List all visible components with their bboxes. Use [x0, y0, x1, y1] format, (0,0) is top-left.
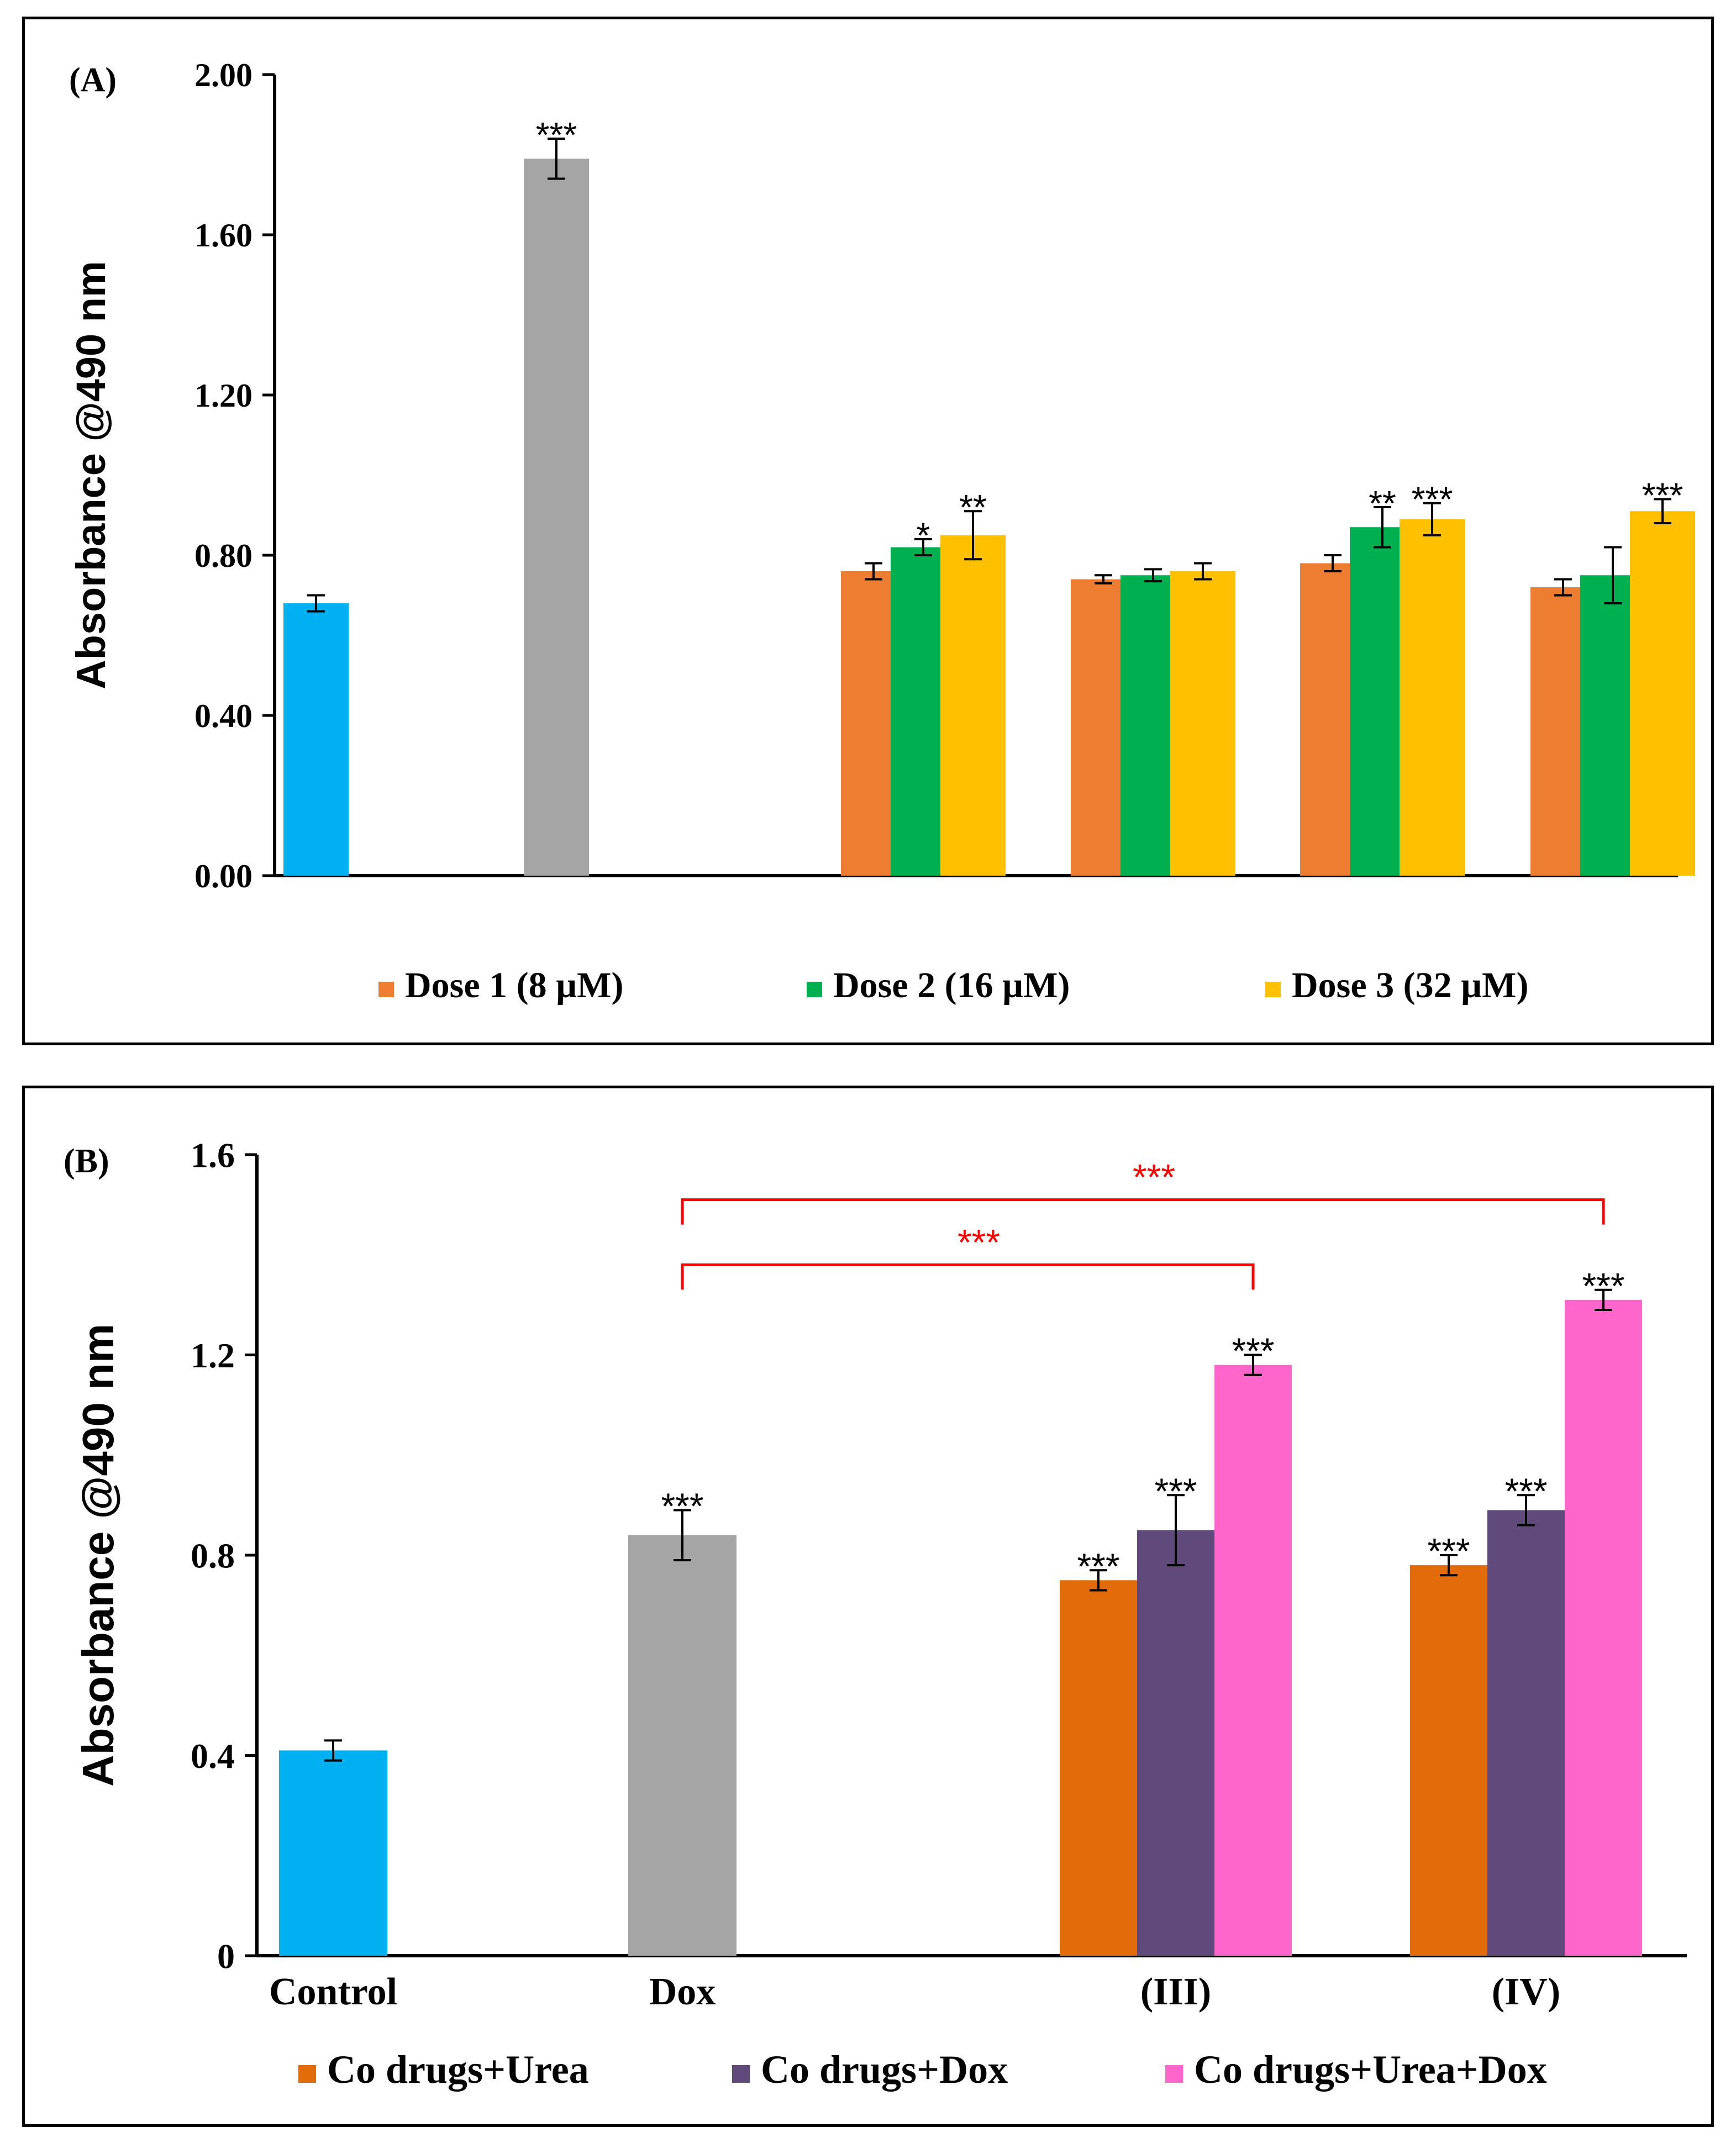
b-significance-label: ***: [1077, 1546, 1119, 1587]
b-legend-label: Co drugs+Urea: [327, 2047, 589, 2092]
b-bar: [1410, 1565, 1487, 1956]
b-significance-bracket: [681, 1263, 1255, 1290]
b-legend-label: Co drugs+Dox: [761, 2047, 1008, 2092]
b-significance-label: ***: [1427, 1531, 1470, 1572]
b-category-label: Control: [269, 1971, 397, 2013]
a-legend-swatch: [378, 982, 394, 997]
b-bar: [279, 1750, 387, 1956]
b-significance-bracket: [681, 1198, 1605, 1225]
a-y-tick-label: 2.00: [194, 57, 252, 93]
panel-a: (A) Absorbance @490 nm 0.00 0.40 0.80 1.20 1.6…: [22, 17, 1714, 1045]
a-legend-label: Dose 3 (32 µM): [1292, 965, 1528, 1005]
a-bar: [1630, 511, 1695, 876]
a-legend-swatch: [807, 982, 822, 997]
a-legend-label: Dose 1 (8 µM): [405, 965, 623, 1005]
a-y-tick-label: 0.40: [194, 698, 252, 734]
b-bracket-significance-label: ***: [958, 1221, 1000, 1262]
b-y-tick-label: 1.2: [191, 1336, 235, 1375]
a-significance-label: ***: [1412, 480, 1453, 519]
a-y-tick-label: 1.20: [194, 377, 252, 414]
a-significance-label: ***: [536, 115, 577, 155]
chart-b-svg: (B) Absorbance @490 nm 0 0.4 0.8 1.2 1.6 Contro…: [64, 1135, 1687, 2092]
a-significance-label: ***: [1642, 475, 1684, 515]
a-significance-label: *: [917, 515, 930, 555]
b-significance-label: ***: [1154, 1471, 1197, 1512]
a-bar: [1170, 571, 1235, 876]
panel-b: (B) Absorbance @490 nm 0 0.4 0.8 1.2 1.6 Contro…: [22, 1086, 1714, 2127]
b-y-tick-label: 0: [217, 1936, 235, 1976]
b-legend-swatch: [298, 2065, 316, 2083]
b-significance-label: ***: [661, 1486, 703, 1526]
a-y-tick-label: 0.00: [194, 858, 252, 894]
a-y-axis-label: Absorbance @490 nm: [68, 261, 114, 689]
a-significance-label: **: [1369, 483, 1396, 523]
b-bracket-significance-label: ***: [1133, 1157, 1175, 1198]
b-category-label: Dox: [649, 1971, 716, 2013]
b-significance-label: ***: [1232, 1330, 1274, 1371]
b-bar: [1137, 1530, 1214, 1956]
b-y-axis-label: Absorbance @490 nm: [73, 1324, 123, 1787]
a-bar: [1400, 519, 1465, 876]
b-y-tick-label: 0.8: [191, 1536, 235, 1575]
b-bar: [1487, 1510, 1565, 1956]
a-bar: [940, 535, 1006, 876]
b-legend-swatch: [732, 2065, 750, 2083]
a-significance-label: **: [959, 487, 987, 527]
chart-a-svg: (A) Absorbance @490 nm 0.00 0.40 0.80 1.20 1.6…: [68, 57, 1695, 1005]
b-legend-label: Co drugs+Urea+Dox: [1194, 2047, 1547, 2092]
b-y-tick-label: 0.4: [191, 1736, 235, 1776]
b-significance-label: ***: [1582, 1265, 1624, 1306]
b-legend-swatch: [1165, 2065, 1183, 2083]
b-bar: [1060, 1580, 1137, 1956]
a-legend-label: Dose 2 (16 µM): [833, 965, 1070, 1005]
a-legend-swatch: [1265, 982, 1281, 997]
b-bar: [628, 1535, 737, 1956]
b-category-label: (IV): [1492, 1971, 1560, 2013]
b-panel-label: (B): [64, 1142, 109, 1180]
b-bar: [1565, 1299, 1642, 1956]
a-bar: [283, 603, 349, 876]
b-significance-label: ***: [1504, 1471, 1547, 1512]
a-y-tick-label: 1.60: [194, 217, 252, 254]
b-category-label: (III): [1140, 1971, 1211, 2013]
a-bar: [524, 159, 589, 876]
a-y-tick-label: 0.80: [194, 538, 252, 574]
b-bar: [1214, 1365, 1292, 1956]
b-y-tick-label: 1.6: [191, 1135, 235, 1175]
a-panel-label: (A): [69, 61, 117, 99]
